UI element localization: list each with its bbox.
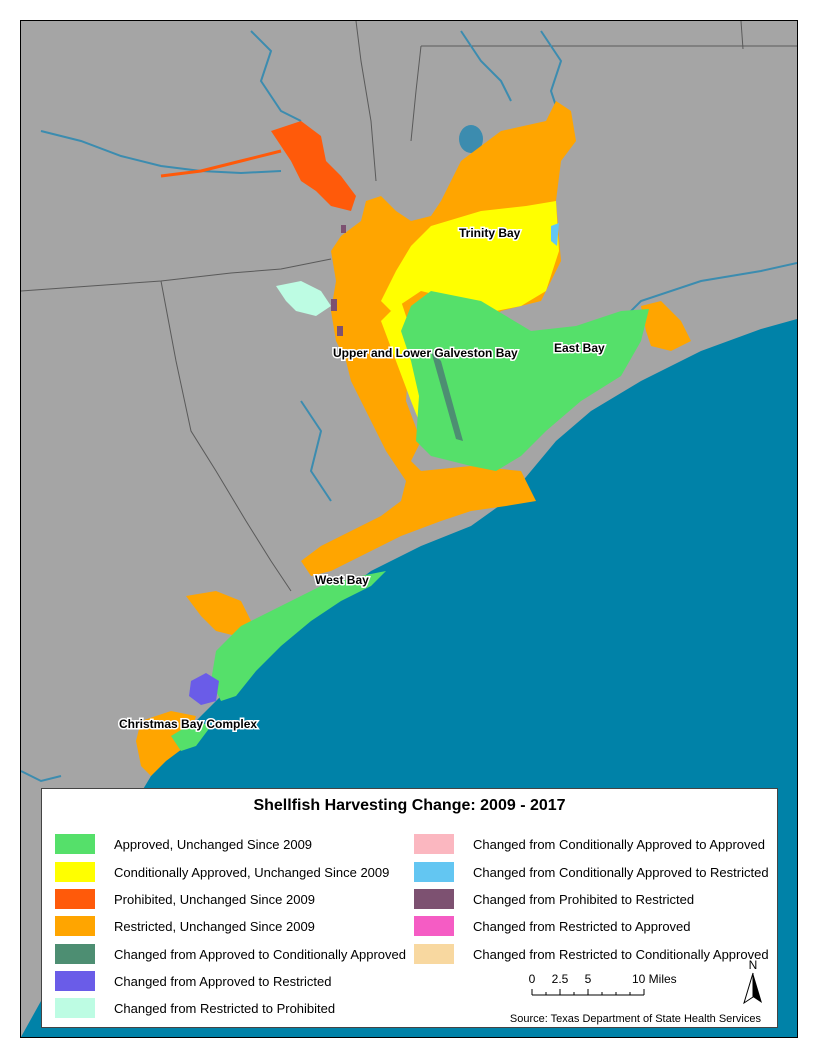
- legend-swatch: [55, 834, 95, 854]
- approved-zone-west-bay: [211, 571, 386, 701]
- legend-item: Changed from Restricted to Conditionally…: [414, 944, 769, 964]
- north-arrow-icon: N: [743, 958, 762, 1005]
- legend-swatch: [414, 834, 454, 854]
- legend-item: Changed from Approved to Restricted: [55, 971, 332, 991]
- legend-label: Restricted, Unchanged Since 2009: [114, 918, 315, 934]
- legend-item: Prohibited, Unchanged Since 2009: [55, 889, 315, 909]
- legend-label: Changed from Restricted to Conditionally…: [473, 946, 769, 962]
- legend-title: Shellfish Harvesting Change: 2009 - 2017: [253, 797, 566, 814]
- legend-item: Changed from Prohibited to Restricted: [414, 889, 694, 909]
- restricted-to-prohibited-zone: [276, 281, 331, 316]
- scale-tick-label: 2.5: [552, 972, 569, 986]
- scale-bar-graphic: 0 2.5 5 10 Miles: [529, 972, 677, 996]
- approved-zone-east-bay: [401, 291, 649, 471]
- source-note: Source: Texas Department of State Health…: [509, 1013, 761, 1025]
- north-arrow: N: [742, 958, 764, 1009]
- approved-to-conditional-strip: [431, 351, 463, 441]
- legend-swatch: [55, 889, 95, 909]
- legend-item: Changed from Conditionally Approved to R…: [414, 862, 769, 882]
- legend-item: Changed from Restricted to Prohibited: [55, 998, 335, 1018]
- rivers: [21, 30, 797, 783]
- label-west-bay: West Bay: [315, 573, 369, 587]
- legend-label: Changed from Restricted to Prohibited: [114, 1000, 336, 1016]
- north-label: N: [749, 959, 758, 972]
- legend-item: Restricted, Unchanged Since 2009: [55, 916, 315, 936]
- legend-swatch: [414, 916, 454, 936]
- legend-label: Changed from Prohibited to Restricted: [473, 891, 695, 907]
- map-legend: Shellfish Harvesting Change: 2009 - 2017…: [41, 788, 778, 1028]
- legend-label: Prohibited, Unchanged Since 2009: [114, 891, 315, 907]
- legend-item: Changed from Approved to Conditionally A…: [55, 944, 406, 964]
- label-galveston-bay: Upper and Lower Galveston Bay: [333, 346, 518, 360]
- conditional-to-restricted-strip: [551, 223, 559, 246]
- county-lines: [21, 21, 797, 592]
- legend-swatch: [55, 944, 95, 964]
- legend-swatch: [55, 971, 95, 991]
- legend-swatch: [55, 862, 95, 882]
- prohibited-channel-line: [160, 149, 282, 178]
- legend-swatch: [414, 862, 454, 882]
- scale-bar: 0 2.5 5 10 Miles: [529, 971, 722, 1001]
- restricted-zone-west: [186, 591, 251, 636]
- legend-label: Conditionally Approved, Unchanged Since …: [114, 864, 390, 880]
- approved-zone-christmas: [171, 721, 211, 751]
- legend-swatch: [55, 998, 95, 1018]
- legend-label: Changed from Restricted to Approved: [473, 918, 691, 934]
- scale-ruler: [531, 989, 645, 996]
- legend-label: Changed from Approved to Restricted: [114, 973, 332, 989]
- label-trinity-bay: Trinity Bay: [459, 226, 521, 240]
- legend-label: Changed from Conditionally Approved to R…: [473, 864, 769, 880]
- prohibited-to-restricted-marks: [331, 225, 346, 336]
- approved-to-restricted-zone: [189, 673, 219, 705]
- legend-item: Changed from Restricted to Approved: [414, 916, 691, 936]
- label-east-bay: East Bay: [554, 341, 605, 355]
- scale-tick-label: 10 Miles: [632, 972, 677, 986]
- legend-swatch: [414, 889, 454, 909]
- lake: [459, 125, 483, 153]
- label-christmas-bay: Christmas Bay Complex: [119, 717, 257, 731]
- legend-label: Changed from Approved to Conditionally A…: [114, 946, 406, 962]
- legend-swatch: [414, 944, 454, 964]
- legend-item: Conditionally Approved, Unchanged Since …: [55, 862, 389, 882]
- scale-tick-label: 0: [529, 972, 536, 986]
- conditionally-approved-zone-trinity: [381, 201, 559, 311]
- legend-label: Changed from Conditionally Approved to A…: [473, 836, 765, 852]
- scale-tick-label: 5: [585, 972, 592, 986]
- legend-swatch: [55, 916, 95, 936]
- restricted-zone-christmas: [136, 711, 196, 776]
- legend-item: Approved, Unchanged Since 2009: [55, 834, 312, 854]
- restricted-zone-east: [641, 301, 691, 351]
- prohibited-zone-houston-ship-channel: [271, 121, 356, 211]
- legend-item: Changed from Conditionally Approved to A…: [414, 834, 765, 854]
- legend-label: Approved, Unchanged Since 2009: [114, 836, 313, 852]
